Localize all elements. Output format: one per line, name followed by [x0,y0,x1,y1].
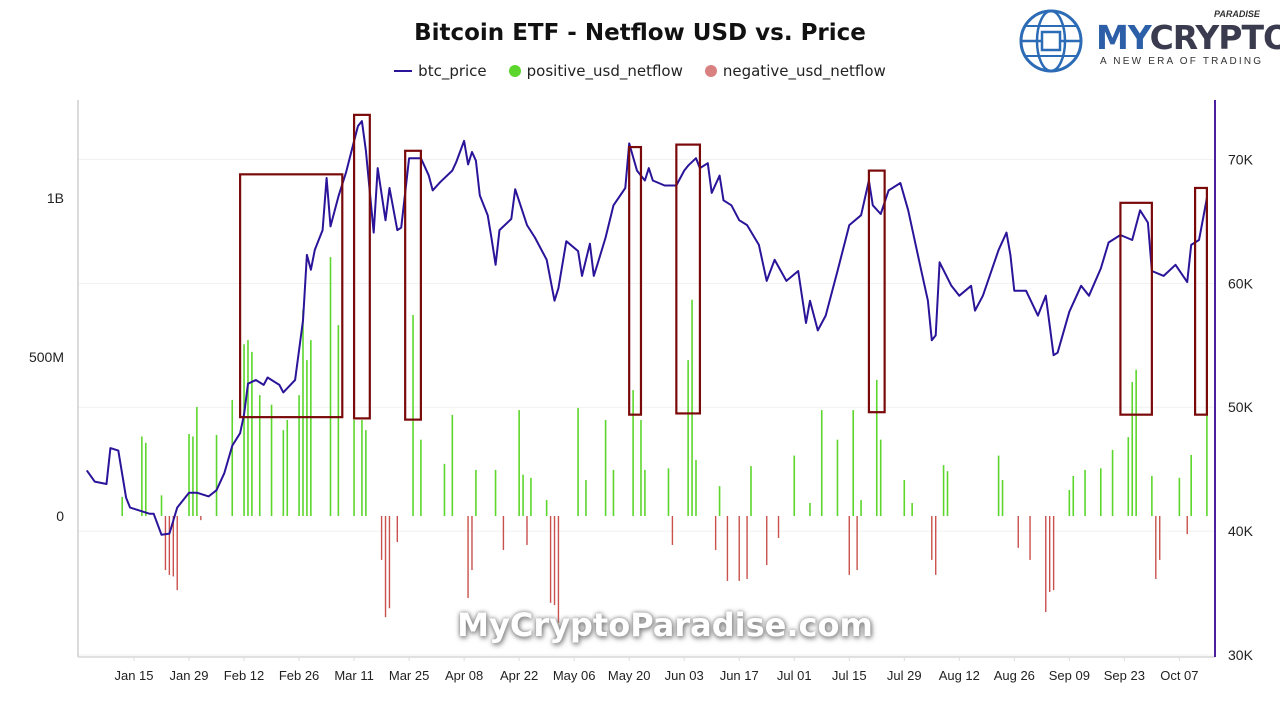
logo-wordmark: MYCRYPTO [1096,18,1280,57]
green-dot-icon [508,65,521,77]
line-swatch-icon [394,70,413,72]
x-tick-label: Jan 29 [169,668,208,683]
x-tick-label: Mar 25 [389,668,429,683]
logo-tagline: A NEW ERA OF TRADING [1100,56,1264,67]
left-tick-label: 500M [29,349,64,365]
right-tick-label: 50K [1228,399,1254,415]
watermark: MyCryptoParadise.com [457,606,873,644]
x-tick-label: Mar 11 [334,668,374,683]
highlight-box [628,145,643,416]
x-tick-label: Aug 12 [939,668,980,683]
highlight-box [404,149,422,421]
highlight-box [1119,201,1153,416]
x-tick-label: Jan 15 [114,668,153,683]
highlight-box [239,173,344,419]
logo: PARADISE MYCRYPTO A NEW ERA OF TRADING [1018,6,1280,76]
right-tick-label: 70K [1228,151,1254,167]
highlight-box [867,169,886,414]
x-tick-label: Jun 03 [665,668,704,683]
x-tick-label: Sep 23 [1104,668,1145,683]
right-tick-label: 60K [1228,275,1254,291]
left-tick-label: 0 [56,508,64,524]
legend-label: positive_usd_netflow [526,62,683,80]
x-tick-label: May 06 [553,668,596,683]
x-tick-label: Feb 12 [224,668,264,683]
legend-label: btc_price [418,62,487,80]
x-tick-label: Jul 01 [777,668,812,683]
logo-super: PARADISE [1214,9,1260,19]
highlight-box [1193,186,1208,416]
x-tick-label: Aug 26 [994,668,1035,683]
legend: btc_price positive_usd_netflow negative_… [0,62,1280,80]
right-tick-label: 40K [1228,523,1254,539]
chart-title: Bitcoin ETF - Netflow USD vs. Price [414,20,866,46]
highlight-box [675,143,702,415]
x-tick-label: Feb 26 [279,668,319,683]
red-dot-icon [704,65,717,77]
x-tick-label: Jun 17 [720,668,759,683]
legend-item-negative[interactable]: negative_usd_netflow [704,62,886,80]
btc-price-line [85,120,1208,536]
x-tick-label: Jul 15 [832,668,867,683]
left-tick-label: 1B [47,190,64,206]
x-tick-label: Oct 07 [1160,668,1198,683]
legend-label: negative_usd_netflow [722,62,886,80]
right-tick-label: 30K [1228,647,1254,663]
legend-item-positive[interactable]: positive_usd_netflow [508,62,683,80]
x-tick-label: Sep 09 [1049,668,1090,683]
x-tick-label: May 20 [608,668,651,683]
globe-circuit-icon [1019,9,1083,73]
highlight-box [352,113,371,420]
x-tick-label: Jul 29 [887,668,922,683]
x-tick-label: Apr 22 [500,668,538,683]
legend-item-btc-price[interactable]: btc_price [394,62,487,80]
x-tick-label: Apr 08 [445,668,483,683]
